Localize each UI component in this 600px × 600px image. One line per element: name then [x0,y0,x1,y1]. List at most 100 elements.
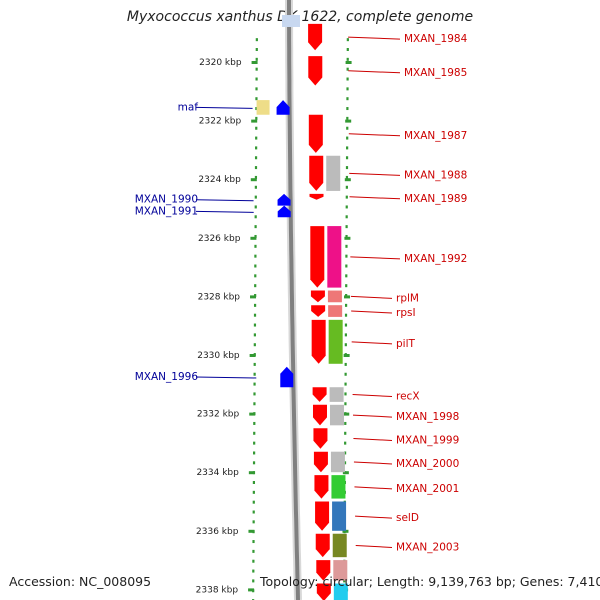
reverse-label-leader [195,106,253,109]
forward-gene-label: pilT [396,338,415,350]
ruler-dot [254,156,258,160]
ruler-dot [345,156,349,160]
reverse-gene-arrow [280,366,294,388]
cog-category-box [326,155,341,191]
ruler-dot [253,441,256,445]
forward-label-leader [348,133,401,137]
forward-gene-label: MXAN_1998 [396,411,459,423]
gene-track [256,23,348,600]
reverse-label-leader [195,376,257,379]
ruler-dot [254,274,257,278]
ruler-dot [346,67,349,71]
ruler-dot [346,77,349,81]
forward-gene-arrow [315,533,330,558]
ruler-dot [346,38,349,42]
ruler-tick-label: 2330 kbp [197,351,240,361]
cog-category-box [329,404,344,426]
ruler-dot [344,303,348,307]
cog-category-box [331,475,346,499]
ruler-dot [252,510,255,514]
cog-category-box [330,451,345,473]
ruler-dot [346,107,349,111]
ruler-tick-left [250,236,257,240]
ruler-dot [346,146,349,150]
forward-label-leader [353,438,393,442]
ruler-dot [344,323,348,327]
ruler-dot [346,116,349,120]
accession-text: Accession: NC_008095 [9,574,152,589]
ruler-dot [346,136,349,140]
ruler-dot [254,185,257,189]
ruler-dot [344,343,347,347]
forward-label-leader [352,414,393,418]
ruler-dot [253,451,256,455]
ruler-dot [255,136,258,140]
forward-label-leader [349,196,401,200]
forward-gene-arrow [310,290,325,303]
forward-gene-label: MXAN_2003 [396,541,459,553]
ruler-dot [253,392,256,396]
ruler-dot [255,146,258,150]
ruler-dot [252,500,255,504]
ruler-dot [344,441,347,445]
ruler-dot [344,421,347,425]
forward-gene-arrow [313,451,328,473]
ruler-dot [254,254,257,258]
ruler-dot [344,402,347,406]
ruler-dot [345,264,348,268]
backbone-line [287,0,300,600]
ruler-dot [252,490,255,494]
reverse-gene-label: MXAN_1991 [135,205,198,217]
reverse-gene-arrow [277,205,291,218]
forward-gene-label: MXAN_1999 [396,435,459,447]
scale-ruler: 2320 kbp 2322 kbp 2324 kbp 2326 kbp 2328 kbp… [196,38,352,600]
view-marker [282,15,300,27]
cog-category-box [333,583,348,600]
forward-gene-arrow [314,475,329,499]
ruler-tick-right [342,529,349,533]
ruler-dot [253,402,256,406]
ruler-tick-label: 2326 kbp [198,234,241,244]
forward-gene-label: MXAN_2001 [396,483,459,495]
ruler-dot [345,254,348,258]
ruler-dot [252,579,255,583]
ruler-tick-label: 2338 kbp [196,585,239,595]
ruler-dot [253,343,256,347]
forward-gene-label: MXAN_2000 [396,458,459,470]
ruler-dot [344,313,348,317]
ruler-dot [252,520,255,524]
ruler-tick-label: 2332 kbp [197,410,240,420]
ruler-tick-right [344,295,351,299]
forward-gene-arrow [311,319,326,364]
cog-category-box [327,226,342,288]
ruler-dot [254,234,257,238]
reverse-gene-arrow [276,100,290,115]
ruler-dot [346,126,349,130]
ruler-dot [343,579,346,583]
forward-label-leader [353,461,393,465]
forward-gene-arrow [316,583,331,600]
forward-label-leader [355,544,393,548]
ruler-tick-right [344,236,351,240]
ruler-dot [345,284,348,288]
ruler-dot [255,107,258,111]
ruler-dot [344,431,347,435]
cog-category-box [332,533,347,558]
reverse-label-leader [195,199,254,202]
ruler-dot [253,333,256,337]
ruler-dot [345,274,348,278]
ruler-dot [253,303,257,307]
ruler-dot [345,215,348,219]
ruler-tick-left [251,119,258,123]
ruler-dot [253,323,257,327]
reverse-gene-label: MXAN_1996 [135,371,199,383]
ruler-dot [252,480,256,484]
ruler-dot [253,313,257,317]
reverse-gene-arrow [277,193,291,206]
cog-category-box [332,501,347,531]
ruler-dot [253,362,256,366]
ruler-dot [255,87,258,91]
ruler-dot [253,372,256,376]
ruler-dot [345,225,348,229]
